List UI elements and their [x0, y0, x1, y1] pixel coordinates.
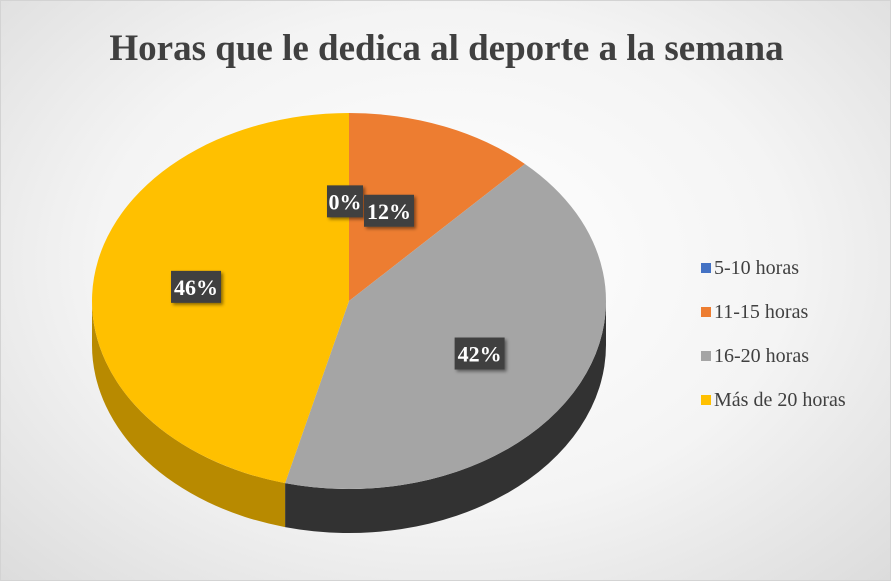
data-label-box	[171, 270, 222, 303]
legend-swatch	[701, 263, 711, 273]
data-labels: 0% 12% 42% 46%	[171, 185, 505, 370]
data-label-text: 42%	[458, 342, 502, 367]
pie-slices	[92, 112, 606, 489]
legend-item-5-10-horas: 5-10 horas	[701, 257, 846, 279]
slice-16-20-horas	[285, 163, 606, 489]
legend-swatch	[701, 395, 711, 405]
data-label-11-15-horas: 12%	[364, 194, 414, 227]
data-label-mas-de-20-horas: 46%	[171, 270, 222, 303]
legend-label: Más de 20 horas	[714, 388, 846, 411]
data-label-5-10-horas: 0%	[327, 185, 363, 218]
data-label-box	[454, 337, 505, 370]
data-label-text: 0%	[329, 189, 362, 214]
legend-label: 5-10 horas	[714, 256, 799, 279]
slice-side-16-20-horas	[285, 301, 606, 533]
legend: 5-10 horas 11-15 horas 16-20 horas Más de 2…	[701, 257, 846, 433]
slice-side-mas-de-20-horas	[92, 301, 286, 528]
slice-11-15-horas	[349, 113, 525, 301]
data-label-text: 12%	[367, 199, 411, 224]
legend-item-11-15-horas: 11-15 horas	[701, 301, 846, 323]
pie-sides	[92, 301, 606, 533]
legend-label: 11-15 horas	[714, 300, 809, 323]
data-label-16-20-horas: 42%	[454, 337, 505, 370]
chart-title: Horas que le dedica al deporte a la sema…	[109, 28, 784, 69]
legend-item-mas-de-20-horas: Más de 20 horas	[701, 389, 846, 411]
data-label-box	[364, 194, 414, 227]
legend-item-16-20-horas: 16-20 horas	[701, 345, 846, 367]
legend-swatch	[701, 307, 711, 317]
data-label-text: 46%	[174, 275, 218, 300]
data-label-box	[327, 185, 363, 218]
legend-swatch	[701, 351, 711, 361]
legend-label: 16-20 horas	[714, 344, 809, 367]
